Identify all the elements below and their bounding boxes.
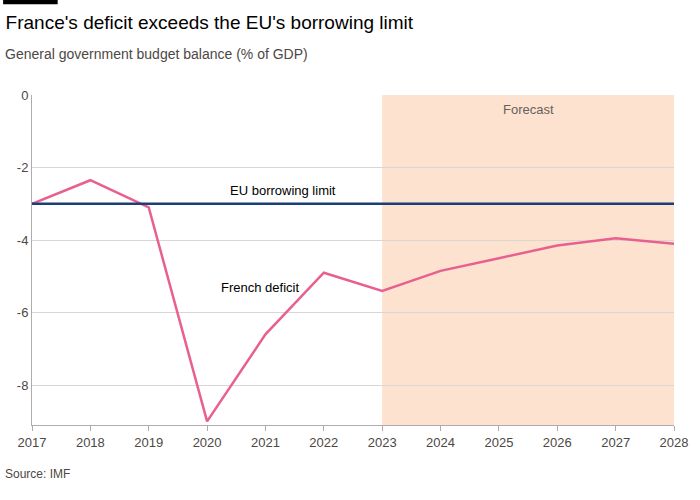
svg-text:2024: 2024 — [426, 435, 455, 450]
svg-text:Forecast: Forecast — [503, 102, 554, 117]
svg-text:Source: IMF: Source: IMF — [5, 467, 70, 481]
svg-text:French deficit: French deficit — [221, 280, 299, 295]
svg-text:EU borrowing limit: EU borrowing limit — [230, 183, 336, 198]
svg-text:2028: 2028 — [660, 435, 689, 450]
svg-text:General government budget bala: General government budget balance (% of … — [5, 46, 308, 62]
svg-text:0: 0 — [21, 88, 28, 103]
svg-text:-8: -8 — [17, 378, 29, 393]
svg-text:2027: 2027 — [601, 435, 630, 450]
svg-text:-2: -2 — [17, 160, 29, 175]
svg-text:2022: 2022 — [309, 435, 338, 450]
svg-text:2017: 2017 — [18, 435, 47, 450]
svg-text:2021: 2021 — [251, 435, 280, 450]
svg-text:2018: 2018 — [76, 435, 105, 450]
svg-text:2019: 2019 — [134, 435, 163, 450]
svg-text:France's deficit exceeds the E: France's deficit exceeds the EU's borrow… — [6, 12, 414, 33]
svg-text:2026: 2026 — [543, 435, 572, 450]
svg-text:2020: 2020 — [193, 435, 222, 450]
svg-text:2023: 2023 — [368, 435, 397, 450]
svg-text:-4: -4 — [17, 233, 29, 248]
svg-text:-6: -6 — [17, 305, 29, 320]
svg-text:2025: 2025 — [484, 435, 513, 450]
